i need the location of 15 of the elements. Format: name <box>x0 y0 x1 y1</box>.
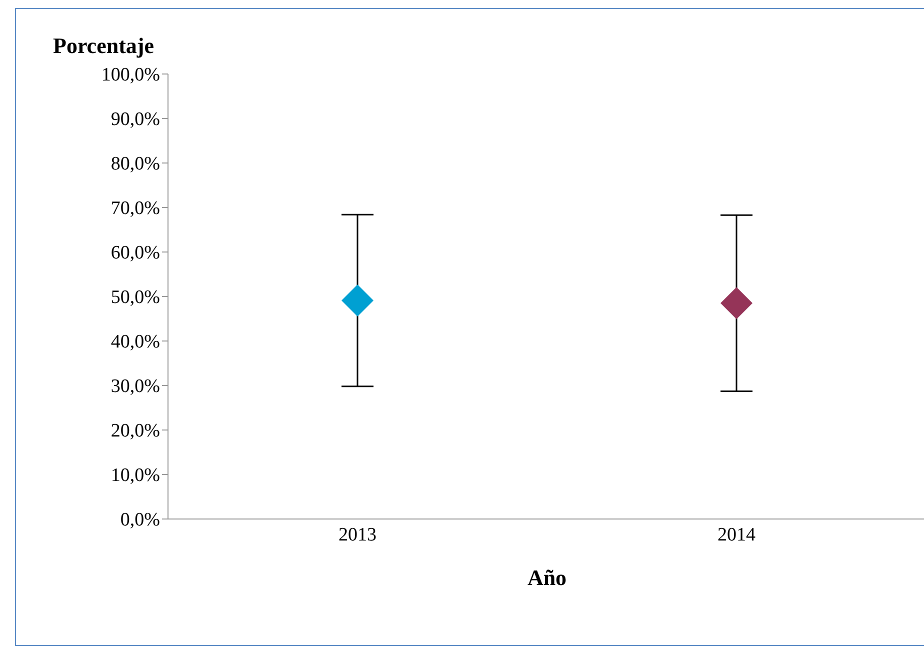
y-tick-label: 0,0% <box>120 510 160 531</box>
y-tick-label: 60,0% <box>110 242 160 264</box>
y-tick-label: 50,0% <box>110 287 160 308</box>
x-tick-label: 2013 <box>338 524 376 546</box>
y-tick-label: 20,0% <box>110 420 160 442</box>
x-axis-title: Año <box>527 565 567 590</box>
y-axis-title: Porcentaje <box>53 33 154 59</box>
y-tick-label: 90,0% <box>110 109 160 130</box>
y-tick-label: 10,0% <box>110 465 160 486</box>
x-tick-label: 2014 <box>718 524 756 546</box>
y-tick-label: 70,0% <box>110 198 160 220</box>
y-tick-label: 100,0% <box>101 64 160 86</box>
y-tick-label: 40,0% <box>110 332 160 353</box>
y-tick-label: 80,0% <box>110 154 160 175</box>
y-tick-label: 30,0% <box>110 376 160 398</box>
